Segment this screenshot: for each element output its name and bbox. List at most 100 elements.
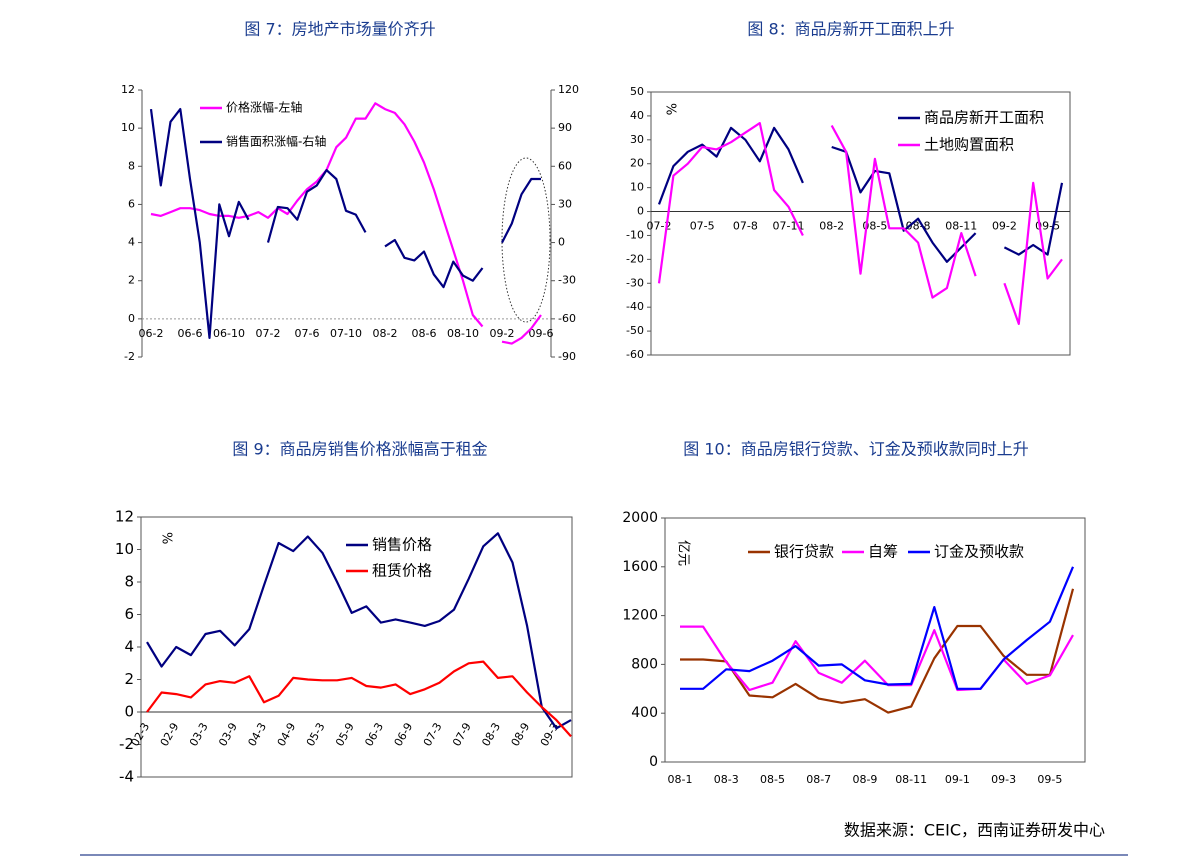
source-note: 数据来源：CEIC，西南证券研发中心	[844, 821, 1105, 840]
y-tick-label: 10	[121, 121, 135, 134]
x-tick-label: 07-10	[330, 327, 362, 340]
x-tick-label: 08-9	[852, 773, 877, 786]
y-tick-label: 0	[649, 754, 658, 770]
x-tick-label: 07-3	[421, 721, 445, 749]
y-axis-label: 亿元	[676, 540, 691, 566]
series-line	[680, 566, 1075, 690]
y-tick-label: 1200	[622, 608, 658, 624]
x-tick-label: 04-3	[245, 721, 269, 749]
x-tick-label: 08-2	[373, 327, 398, 340]
y-tick-label: 8	[124, 573, 134, 591]
plot-frame	[140, 516, 573, 778]
legend-label: 商品房新开工面积	[924, 109, 1044, 127]
y-tick-label: -40	[626, 300, 644, 313]
y2-tick-label: -90	[558, 350, 576, 363]
series-line	[680, 625, 1074, 692]
y-tick-label: 4	[124, 638, 134, 656]
x-tick-label: 05-9	[333, 721, 357, 749]
y-tick-label: 12	[121, 83, 135, 96]
y-tick-label: -10	[626, 228, 644, 241]
x-tick-label: 03-3	[187, 721, 211, 749]
x-tick-label: 08-5	[760, 773, 785, 786]
y-tick-label: 10	[115, 540, 134, 558]
y-tick-label: 50	[630, 85, 644, 98]
y-tick-label: 20	[630, 157, 644, 170]
x-tick-label: 08-3	[479, 721, 503, 749]
highlight-ellipse	[501, 157, 551, 323]
y-tick-label: 0	[124, 703, 134, 721]
series-line	[657, 126, 1064, 263]
y-tick-label: 6	[128, 197, 135, 210]
x-tick-label: 09-3	[991, 773, 1016, 786]
legend-label: 土地购置面积	[924, 136, 1014, 154]
legend-label: 银行贷款	[774, 543, 834, 561]
legend-label: 租赁价格	[372, 562, 432, 580]
x-tick-label: 08-5	[862, 220, 887, 233]
series-line	[149, 108, 541, 339]
x-tick-label: 02-9	[158, 721, 182, 749]
y-tick-label: 30	[630, 133, 644, 146]
y-tick-label: 12	[115, 508, 134, 526]
x-tick-label: 09-1	[945, 773, 970, 786]
y-tick-label: 4	[128, 236, 135, 249]
y-tick-label: -50	[626, 324, 644, 337]
legend-label: 销售面积涨幅-右轴	[226, 134, 326, 149]
y-tick-label: 6	[124, 605, 134, 623]
x-tick-label: 09-3	[538, 721, 562, 749]
x-tick-label: 08-7	[806, 773, 831, 786]
legend-label: 自筹	[868, 543, 898, 561]
y2-tick-label: -60	[558, 312, 576, 325]
series-line	[146, 660, 572, 738]
x-tick-label: 09-2	[992, 220, 1017, 233]
y-tick-label: -60	[626, 348, 644, 361]
x-tick-label: 05-3	[304, 721, 328, 749]
y2-tick-label: 0	[558, 236, 565, 249]
x-tick-label: 07-8	[733, 220, 758, 233]
x-tick-label: 07-2	[256, 327, 281, 340]
y-tick-label: -20	[626, 252, 644, 265]
y2-tick-label: -30	[558, 274, 576, 287]
x-tick-label: 08-6	[412, 327, 437, 340]
x-tick-label: 07-5	[690, 220, 715, 233]
plot-frame	[664, 517, 1086, 763]
x-tick-label: 06-9	[392, 721, 416, 749]
x-tick-label: 09-6	[529, 327, 554, 340]
chart-title: 图 8：商品房新开工面积上升	[747, 20, 954, 39]
y-tick-label: -2	[119, 735, 134, 753]
y-tick-label: 2000	[622, 510, 658, 526]
x-tick-label: 06-6	[178, 327, 203, 340]
y-tick-label: 0	[128, 312, 135, 325]
x-tick-label: 07-9	[450, 721, 474, 749]
series-line	[680, 588, 1075, 714]
y-tick-label: 0	[637, 205, 644, 218]
legend-label: 销售价格	[372, 536, 432, 554]
x-tick-label: 04-9	[275, 721, 299, 749]
y-tick-label: 8	[128, 159, 135, 172]
y-tick-label: 2	[124, 670, 134, 688]
x-tick-label: 06-2	[139, 327, 164, 340]
x-tick-label: 06-10	[213, 327, 245, 340]
plot-frame	[650, 91, 1071, 356]
x-tick-label: 02-3	[128, 721, 152, 749]
y2-tick-label: 30	[558, 197, 572, 210]
y2-tick-label: 60	[558, 159, 572, 172]
x-tick-label: 09-5	[1037, 773, 1062, 786]
legend-label: 订金及预收款	[934, 543, 1024, 561]
y-tick-label: 40	[630, 109, 644, 122]
x-tick-label: 08-2	[819, 220, 844, 233]
y-axis-label: %	[663, 103, 678, 115]
x-tick-label: 08-1	[668, 773, 693, 786]
x-tick-label: 08-10	[447, 327, 479, 340]
chart-title: 图 9：商品房销售价格涨幅高于租金	[232, 440, 487, 459]
x-tick-label: 08-11	[895, 773, 927, 786]
x-tick-label: 08-11	[945, 220, 977, 233]
y-tick-label: -4	[119, 768, 134, 786]
y-tick-label: 800	[631, 656, 658, 672]
y-tick-label: 2	[128, 274, 135, 287]
y-axis-label: %	[159, 532, 174, 544]
x-tick-label: 03-9	[216, 721, 240, 749]
series-line	[146, 532, 572, 730]
x-tick-label: 08-3	[714, 773, 739, 786]
